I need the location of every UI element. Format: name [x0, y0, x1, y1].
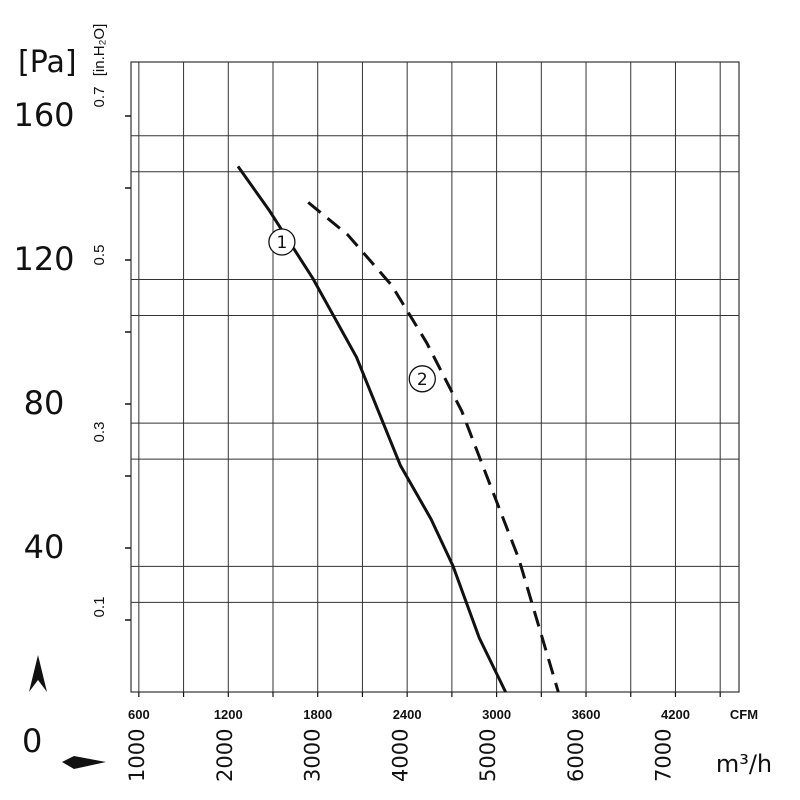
- y-tick-label-pa: 80: [24, 384, 65, 422]
- curve-label-2: 2: [417, 370, 428, 390]
- grid-layer: [125, 61, 740, 697]
- y-tick-label-inwg: 0.5: [91, 245, 108, 266]
- y-unit-pa: [Pa]: [18, 45, 77, 80]
- x-tick-label-cfm: 1800: [303, 707, 332, 722]
- curve-marker-circle-1: [268, 228, 296, 256]
- up-arrow-icon: [29, 655, 47, 692]
- curve-2: [307, 201, 560, 693]
- x-tick-label-m3h: 6000: [564, 729, 588, 782]
- x-tick-label-cfm: 600: [128, 707, 150, 722]
- y-tick-label-pa: 40: [24, 528, 65, 566]
- x-tick-label-m3h: 5000: [476, 729, 500, 782]
- x-tick-label-cfm: 3600: [572, 707, 601, 722]
- y-tick-label-pa: 120: [13, 240, 74, 278]
- x-tick-label-m3h: 4000: [388, 729, 412, 782]
- x-tick-label-m3h: 1000: [125, 729, 149, 782]
- x-tick-label-cfm: 3000: [482, 707, 511, 722]
- x-tick-label-cfm: 1200: [214, 707, 243, 722]
- x-unit-m3h: m³/h: [716, 750, 772, 778]
- y-tick-label-inwg: 0.7: [91, 87, 108, 108]
- curve-marker-circle-2: [408, 365, 436, 393]
- y-unit-inwg: [in.H₂O]: [91, 24, 108, 77]
- x-tick-label-m3h: 7000: [652, 729, 676, 782]
- x-tick-label-cfm: 2400: [393, 707, 422, 722]
- plot-frame: [130, 61, 740, 693]
- y-tick-label-pa: 160: [13, 96, 74, 134]
- curve-label-1: 1: [276, 233, 287, 253]
- x-tick-label-m3h: 2000: [213, 729, 237, 782]
- y-tick-label-inwg: 0.3: [91, 422, 108, 443]
- label-layer: 1 2 [Pa] 0 40 80 120 160 0.1 0.3 0.5 0.7 [in.H₂O] 600…: [13, 24, 772, 782]
- y-tick-label-inwg: 0.1: [91, 597, 108, 618]
- x-tick-label-m3h: 3000: [301, 729, 325, 782]
- x-unit-cfm: CFM: [730, 707, 758, 722]
- right-arrow-icon: [62, 756, 106, 769]
- x-tick-label-cfm: 4200: [661, 707, 690, 722]
- y-tick-label-pa: 0: [22, 722, 42, 760]
